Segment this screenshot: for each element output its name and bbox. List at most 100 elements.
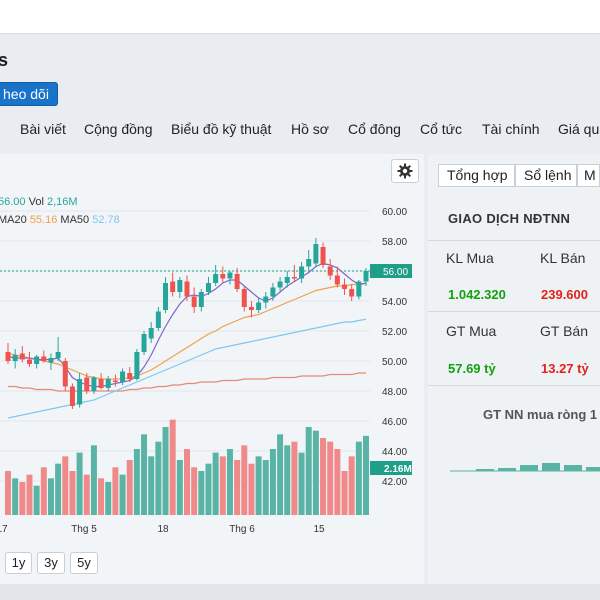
y-tick-label: 42.00 <box>382 477 407 488</box>
volume-bar <box>334 449 341 515</box>
gear-icon <box>397 163 413 179</box>
candle <box>105 376 111 391</box>
chart-legend-price: 56.00 Vol 2,16M <box>0 196 78 208</box>
candle <box>191 287 197 313</box>
tab-shareholders[interactable]: Cổ đông <box>348 121 401 137</box>
candle <box>177 277 183 298</box>
y-tick-label: 50.00 <box>382 357 407 368</box>
candle <box>227 271 233 285</box>
volume-bar <box>348 456 355 515</box>
divider <box>428 240 600 241</box>
volume-bar <box>133 449 140 515</box>
net-buy-bar <box>586 467 600 471</box>
divider <box>428 385 600 386</box>
volume-bar <box>320 438 327 515</box>
volume-bar <box>112 467 119 515</box>
candle <box>342 278 348 295</box>
volume-bar <box>162 427 169 515</box>
kl-ban-label: KL Bán <box>540 250 586 266</box>
candle <box>127 367 133 382</box>
volume-bar <box>284 445 291 515</box>
tab-technical-chart[interactable]: Biểu đồ kỹ thuật <box>171 121 272 137</box>
volume-bar <box>148 456 155 515</box>
volume-bar <box>55 463 62 515</box>
tab-summary[interactable]: Tổng hợp <box>438 164 515 187</box>
volume-bar <box>305 427 312 515</box>
tab-posts[interactable]: Bài viết <box>20 121 66 137</box>
candle <box>277 277 283 292</box>
y-tick-label: 52.00 <box>382 327 407 338</box>
volume-bar <box>341 471 348 515</box>
kl-ban-value: 239.600 <box>541 287 588 302</box>
chart-settings-button[interactable] <box>391 159 419 183</box>
follow-button[interactable]: heo dõi <box>0 82 58 106</box>
candle <box>41 350 47 363</box>
gt-ban-value: 13.27 tỷ <box>541 361 589 376</box>
candle <box>34 355 40 369</box>
foreign-trading-title: GIAO DỊCH NĐTNN <box>448 211 571 226</box>
period-1y-button[interactable]: 1y <box>5 552 32 574</box>
volume-bar <box>40 467 47 515</box>
volume-bar <box>312 430 319 515</box>
volume-bar <box>5 471 11 515</box>
gt-mua-value: 57.69 tỷ <box>448 361 496 376</box>
gt-mua-label: GT Mua <box>446 323 497 339</box>
chart-legend-ma: MA20 55.16 MA50 52.78 <box>0 214 120 226</box>
candle <box>306 250 312 271</box>
candle <box>48 353 54 370</box>
tab-profile[interactable]: Hồ sơ <box>291 121 329 137</box>
y-tick-label: 46.00 <box>382 417 407 428</box>
net-buy-bar <box>564 465 582 471</box>
volume-bar <box>76 452 83 515</box>
candle <box>120 368 126 385</box>
divider <box>428 311 600 312</box>
candle <box>170 272 176 297</box>
top-bar <box>0 0 600 34</box>
tab-community[interactable]: Cộng đồng <box>84 121 153 137</box>
candle <box>84 373 90 394</box>
candle <box>62 358 68 391</box>
ma20-label: MA20 <box>0 214 27 226</box>
candle <box>284 271 290 288</box>
volume-bar <box>241 445 248 515</box>
close-value: 56.00 <box>0 196 26 208</box>
candle <box>213 265 219 286</box>
volume-bar <box>12 478 19 515</box>
main-tabs: Bài viết Cộng đồng Biểu đồ kỹ thuật Hồ s… <box>0 116 600 144</box>
price-chart[interactable]: 60.00 58.00 56.00 54.00 52.00 50.00 48.00 46.00… <box>0 180 424 540</box>
candle <box>69 383 75 409</box>
volume-bar <box>155 441 162 515</box>
candle <box>291 265 297 282</box>
candle <box>198 289 204 312</box>
period-5y-button[interactable]: 5y <box>70 552 98 574</box>
volume-bar <box>262 460 269 515</box>
volume-bar <box>298 452 305 515</box>
volume-bar <box>119 474 126 515</box>
net-buy-bar <box>520 465 538 471</box>
tab-financials[interactable]: Tài chính <box>482 121 540 137</box>
period-3y-button[interactable]: 3y <box>37 552 65 574</box>
candle <box>356 280 362 300</box>
page-title: s <box>0 50 9 70</box>
candle <box>241 286 247 312</box>
tab-dividends[interactable]: Cổ tức <box>420 121 463 137</box>
foreign-trading-panel <box>428 154 600 584</box>
candle <box>334 266 340 288</box>
tab-price-history[interactable]: Giá qu <box>558 121 600 137</box>
y-tick-label: 44.00 <box>382 447 407 458</box>
tab-order-book[interactable]: Sổ lệnh <box>515 164 577 187</box>
candle <box>5 343 11 364</box>
volume-bar <box>291 441 298 515</box>
tab-more[interactable]: M <box>577 164 600 187</box>
candle <box>98 373 104 390</box>
volume-bar <box>126 460 133 515</box>
volume-bar <box>69 471 76 515</box>
volume-bar <box>47 478 54 515</box>
candle <box>112 374 118 387</box>
x-tick-label: Thg 6 <box>229 524 255 535</box>
svg-text:2.16M: 2.16M <box>384 464 412 475</box>
y-tick-label: 58.00 <box>382 237 407 248</box>
candle <box>184 275 190 301</box>
x-tick-label: Thg 5 <box>71 524 97 535</box>
candle <box>155 307 161 331</box>
